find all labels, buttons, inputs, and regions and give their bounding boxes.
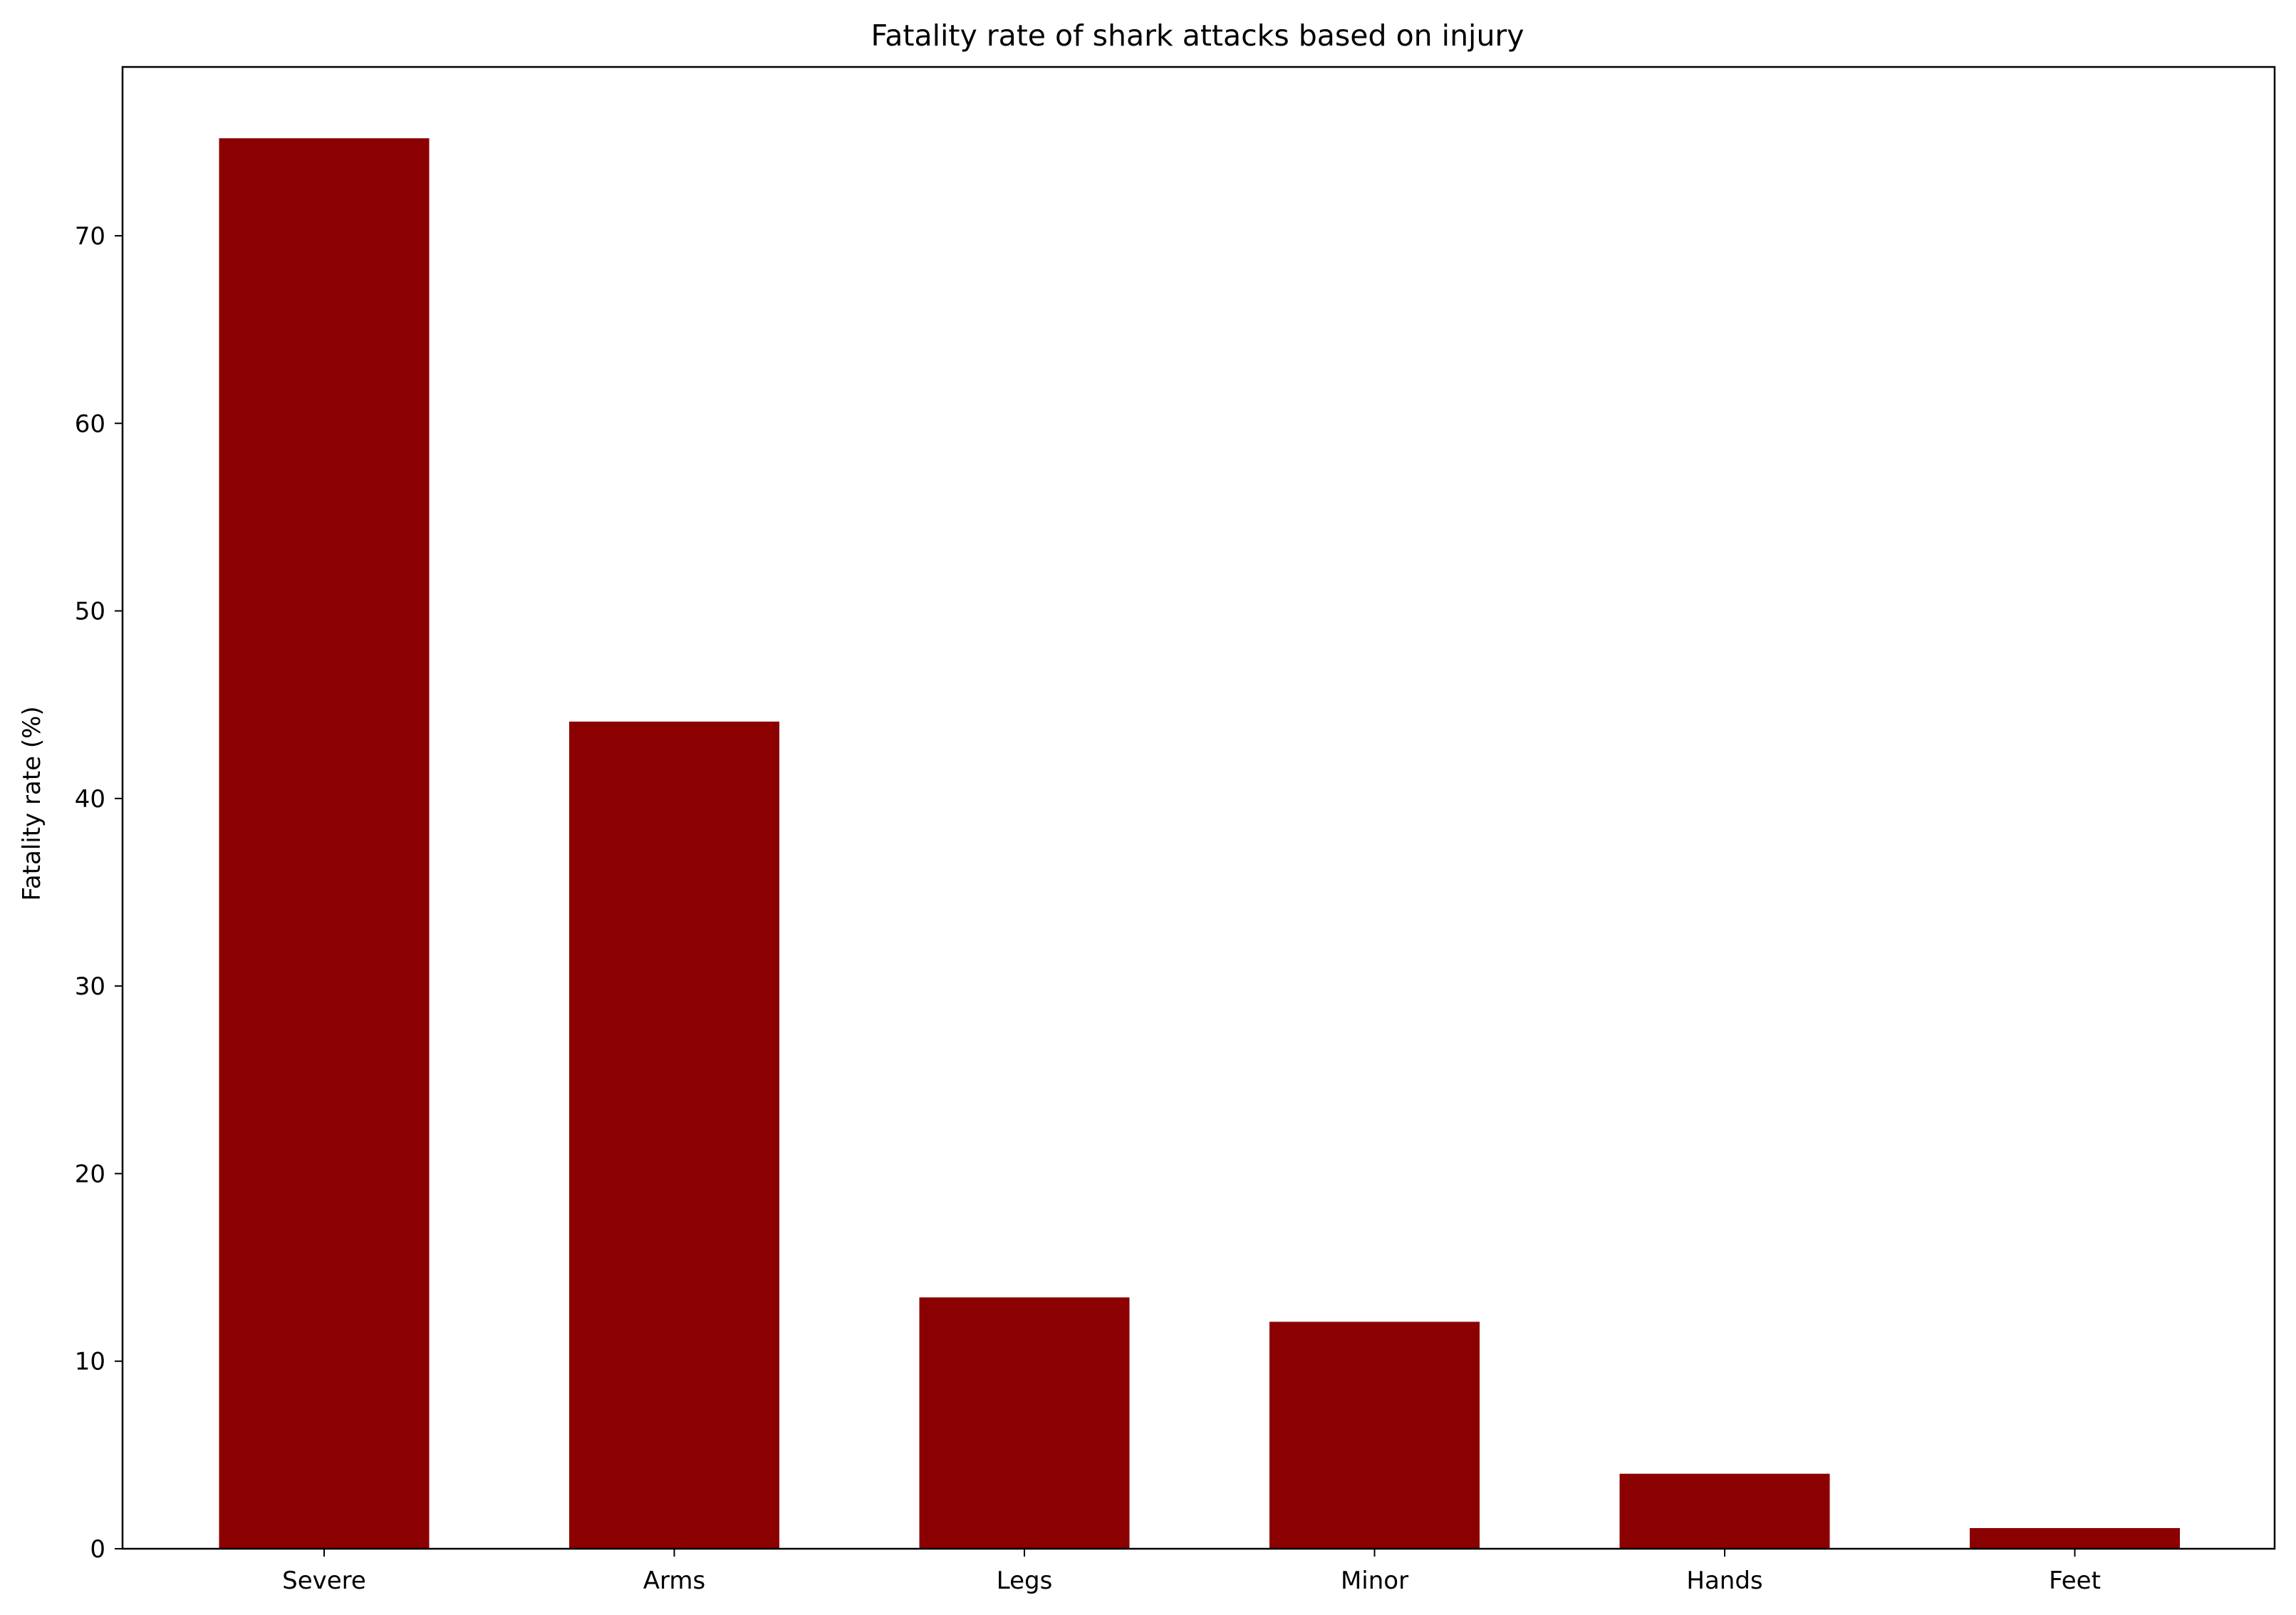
y-tick-label: 0 bbox=[90, 1535, 105, 1564]
y-axis-ticks: 0 10 20 30 40 50 60 70 bbox=[75, 222, 123, 1564]
bar-hands bbox=[1619, 1473, 1830, 1549]
chart-title: Fatality rate of shark attacks based on … bbox=[871, 19, 1524, 53]
x-tick-label: Hands bbox=[1686, 1567, 1762, 1595]
bar-arms bbox=[569, 721, 779, 1549]
bar-severe bbox=[219, 138, 430, 1549]
y-tick-label: 60 bbox=[75, 410, 105, 438]
x-axis-ticks: Severe Arms Legs Minor Hands Feet bbox=[282, 1549, 2101, 1595]
y-tick-label: 50 bbox=[75, 598, 105, 626]
x-tick-label: Arms bbox=[643, 1567, 705, 1595]
y-tick-label: 10 bbox=[75, 1348, 105, 1376]
x-tick-label: Legs bbox=[997, 1567, 1053, 1595]
bar-feet bbox=[1970, 1528, 2180, 1549]
x-tick-label: Severe bbox=[282, 1567, 366, 1595]
y-tick-label: 40 bbox=[75, 785, 105, 814]
bar-minor bbox=[1269, 1321, 1480, 1549]
plot-area-frame bbox=[121, 66, 2276, 1550]
y-tick-label: 70 bbox=[75, 222, 105, 251]
bar-legs bbox=[919, 1297, 1130, 1549]
bars-group bbox=[219, 138, 2180, 1549]
y-tick-label: 30 bbox=[75, 972, 105, 1001]
x-tick-label: Feet bbox=[2049, 1567, 2101, 1595]
y-tick-label: 20 bbox=[75, 1160, 105, 1188]
x-tick-label: Minor bbox=[1341, 1567, 1408, 1595]
y-axis-label: Fatality rate (%) bbox=[18, 706, 46, 900]
